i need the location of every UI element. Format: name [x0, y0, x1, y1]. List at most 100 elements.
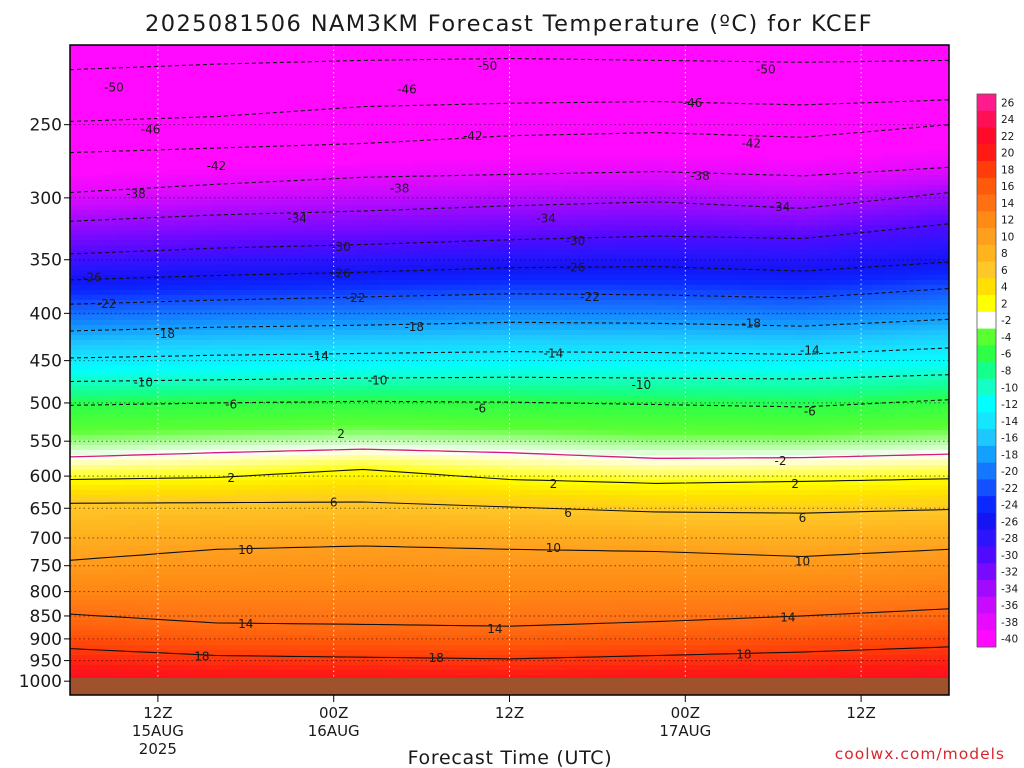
fill-cell: [235, 115, 247, 121]
fill-cell: [136, 615, 148, 621]
fill-cell: [81, 140, 93, 146]
fill-cell: [125, 410, 137, 416]
fill-cell: [191, 520, 203, 526]
fill-cell: [224, 230, 236, 236]
fill-cell: [312, 440, 324, 446]
fill-cell: [378, 485, 390, 491]
fill-cell: [224, 170, 236, 176]
fill-cell: [411, 475, 423, 481]
fill-cell: [213, 275, 225, 281]
fill-cell: [345, 455, 357, 461]
fill-cell: [477, 250, 489, 256]
fill-cell: [103, 155, 115, 161]
fill-cell: [268, 495, 280, 501]
fill-cell: [147, 380, 159, 386]
fill-cell: [103, 615, 115, 621]
fill-cell: [114, 340, 126, 346]
fill-cell: [213, 520, 225, 526]
fill-cell: [466, 635, 478, 641]
fill-cell: [235, 395, 247, 401]
fill-cell: [136, 405, 148, 411]
fill-cell: [378, 535, 390, 541]
fill-cell: [455, 530, 467, 536]
fill-cell: [477, 665, 489, 671]
fill-cell: [389, 290, 401, 296]
fill-cell: [268, 150, 280, 156]
fill-cell: [356, 560, 368, 566]
fill-cell: [158, 415, 170, 421]
fill-cell: [378, 385, 390, 391]
fill-cell: [323, 210, 335, 216]
fill-cell: [103, 545, 115, 551]
fill-cell: [81, 170, 93, 176]
fill-cell: [257, 430, 269, 436]
fill-cell: [103, 170, 115, 176]
fill-cell: [202, 110, 214, 116]
fill-cell: [147, 110, 159, 116]
fill-cell: [268, 245, 280, 251]
fill-cell: [213, 655, 225, 661]
fill-cell: [279, 285, 291, 291]
fill-cell: [246, 630, 258, 636]
fill-cell: [213, 125, 225, 131]
fill-cell: [433, 285, 445, 291]
fill-cell: [268, 45, 280, 51]
fill-cell: [125, 400, 137, 406]
fill-cell: [356, 230, 368, 236]
fill-cell: [125, 95, 137, 101]
fill-cell: [114, 660, 126, 666]
fill-cell: [136, 145, 148, 151]
fill-cell: [202, 50, 214, 56]
fill-cell: [367, 200, 379, 206]
fill-cell: [202, 585, 214, 591]
fill-cell: [290, 45, 302, 51]
fill-cell: [235, 580, 247, 586]
fill-cell: [279, 325, 291, 331]
fill-cell: [147, 180, 159, 186]
fill-cell: [202, 155, 214, 161]
fill-cell: [345, 675, 357, 681]
fill-cell: [422, 380, 434, 386]
fill-cell: [224, 340, 236, 346]
fill-cell: [92, 355, 104, 361]
fill-cell: [224, 185, 236, 191]
fill-cell: [169, 490, 181, 496]
fill-cell: [213, 120, 225, 126]
fill-cell: [70, 605, 82, 611]
fill-cell: [345, 215, 357, 221]
fill-cell: [136, 355, 148, 361]
fill-cell: [257, 675, 269, 681]
fill-cell: [444, 315, 456, 321]
fill-cell: [323, 425, 335, 431]
fill-cell: [136, 425, 148, 431]
fill-cell: [114, 190, 126, 196]
fill-cell: [455, 280, 467, 286]
fill-cell: [466, 150, 478, 156]
fill-cell: [378, 240, 390, 246]
fill-cell: [367, 185, 379, 191]
fill-cell: [455, 85, 467, 91]
fill-cell: [477, 635, 489, 641]
fill-cell: [477, 285, 489, 291]
fill-cell: [147, 320, 159, 326]
fill-cell: [191, 70, 203, 76]
fill-cell: [312, 660, 324, 666]
fill-cell: [455, 400, 467, 406]
fill-cell: [488, 285, 500, 291]
fill-cell: [290, 495, 302, 501]
fill-cell: [202, 650, 214, 656]
fill-cell: [125, 485, 137, 491]
fill-cell: [114, 410, 126, 416]
fill-cell: [345, 285, 357, 291]
fill-cell: [92, 105, 104, 111]
fill-cell: [202, 605, 214, 611]
fill-cell: [103, 535, 115, 541]
fill-cell: [301, 490, 313, 496]
fill-cell: [356, 130, 368, 136]
fill-cell: [81, 510, 93, 516]
fill-cell: [400, 665, 412, 671]
fill-cell: [213, 370, 225, 376]
fill-cell: [191, 405, 203, 411]
fill-cell: [301, 595, 313, 601]
fill-cell: [103, 595, 115, 601]
